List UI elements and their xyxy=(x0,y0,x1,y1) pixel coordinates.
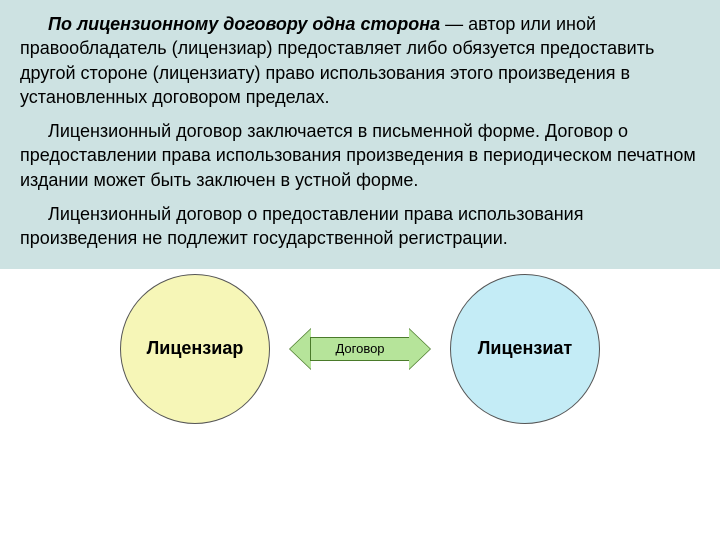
arrow-head-right-icon xyxy=(409,329,430,369)
licensor-label: Лицензиар xyxy=(147,338,244,359)
paragraph-2-rest: Лицензионный договор заключается в письм… xyxy=(20,121,696,190)
arrow-head-left-icon xyxy=(290,329,311,369)
arrow-label: Договор xyxy=(335,341,384,356)
paragraph-1-lead: По лицензионному договору одна сторона xyxy=(48,14,440,34)
licensor-circle: Лицензиар xyxy=(120,274,270,424)
diagram: Лицензиар Договор Лицензиат xyxy=(0,269,720,449)
paragraph-3: Лицензионный договор о предоставлении пр… xyxy=(20,202,700,251)
paragraph-3-rest: Лицензионный договор о предоставлении пр… xyxy=(20,204,583,248)
paragraph-1: По лицензионному договору одна сторона —… xyxy=(20,12,700,109)
contract-arrow: Договор xyxy=(290,329,430,369)
text-block: По лицензионному договору одна сторона —… xyxy=(0,0,720,269)
licensee-circle: Лицензиат xyxy=(450,274,600,424)
paragraph-2: Лицензионный договор заключается в письм… xyxy=(20,119,700,192)
arrow-body: Договор xyxy=(310,337,410,361)
licensee-label: Лицензиат xyxy=(478,338,572,359)
